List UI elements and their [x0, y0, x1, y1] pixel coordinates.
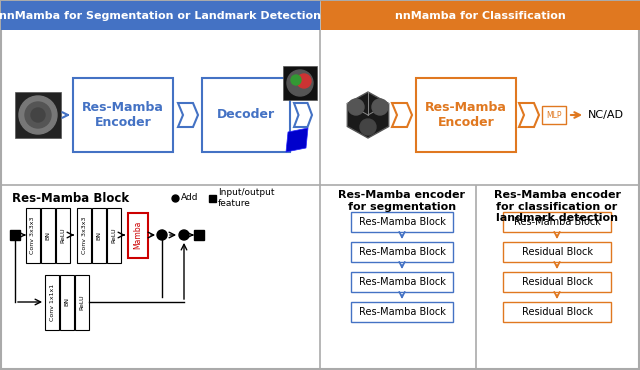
Bar	[503, 272, 611, 292]
Bar	[503, 242, 611, 262]
Text: Res-Mamba encoder
for classification or
landmark detection: Res-Mamba encoder for classification or …	[493, 190, 621, 223]
Bar	[503, 302, 611, 322]
Text: Add: Add	[181, 194, 198, 202]
Bar	[416, 78, 516, 152]
Bar	[60, 275, 74, 330]
Text: BN: BN	[65, 297, 70, 306]
Bar	[503, 212, 611, 232]
Text: Res-Mamba encoder
for segmentation: Res-Mamba encoder for segmentation	[339, 190, 465, 212]
Bar	[107, 208, 121, 262]
Bar	[92, 208, 106, 262]
Bar	[209, 195, 216, 202]
Text: ReLU: ReLU	[111, 227, 116, 243]
Text: MLP: MLP	[547, 111, 562, 120]
Text: Res-Mamba Block: Res-Mamba Block	[358, 247, 445, 257]
Circle shape	[291, 75, 301, 85]
Bar	[351, 212, 453, 232]
Text: Conv 3x3x3: Conv 3x3x3	[81, 216, 86, 254]
Text: Conv 3x3x3: Conv 3x3x3	[31, 216, 35, 254]
Circle shape	[372, 99, 388, 115]
Bar	[283, 66, 317, 100]
Bar	[128, 212, 148, 258]
Text: Res-Mamba Block: Res-Mamba Block	[513, 217, 600, 227]
Text: BN: BN	[97, 231, 102, 239]
Text: Residual Block: Residual Block	[522, 247, 593, 257]
Circle shape	[31, 108, 45, 122]
Circle shape	[157, 230, 167, 240]
Bar	[351, 272, 453, 292]
Bar	[351, 242, 453, 262]
Text: nnMamba for Classification: nnMamba for Classification	[395, 11, 565, 21]
Circle shape	[348, 99, 364, 115]
Text: nnMamba for Segmentation or Landmark Detection: nnMamba for Segmentation or Landmark Det…	[0, 11, 321, 21]
Circle shape	[287, 70, 313, 96]
Polygon shape	[286, 128, 308, 152]
Text: ReLU: ReLU	[61, 227, 65, 243]
Polygon shape	[348, 92, 388, 138]
Bar	[56, 208, 70, 262]
Text: Conv 1x1x1: Conv 1x1x1	[49, 283, 54, 320]
Text: Residual Block: Residual Block	[522, 277, 593, 287]
Bar	[351, 302, 453, 322]
Text: Res-Mamba
Encoder: Res-Mamba Encoder	[82, 101, 164, 129]
Bar	[75, 275, 89, 330]
Text: Res-Mamba Block: Res-Mamba Block	[12, 192, 129, 205]
Bar	[321, 1, 640, 30]
Bar	[194, 230, 204, 240]
Circle shape	[297, 74, 311, 88]
Circle shape	[179, 230, 189, 240]
Text: Decoder: Decoder	[217, 108, 275, 121]
Bar	[15, 92, 61, 138]
Circle shape	[360, 119, 376, 135]
Bar	[77, 208, 91, 262]
Bar	[73, 78, 173, 152]
Text: Res-Mamba Block: Res-Mamba Block	[358, 217, 445, 227]
Text: Res-Mamba Block: Res-Mamba Block	[358, 277, 445, 287]
Circle shape	[25, 102, 51, 128]
Text: ReLU: ReLU	[79, 294, 84, 310]
Bar	[45, 275, 59, 330]
Bar	[41, 208, 55, 262]
Text: BN: BN	[45, 231, 51, 239]
Bar	[542, 106, 566, 124]
Text: NC/AD: NC/AD	[588, 110, 624, 120]
Text: Res-Mamba
Encoder: Res-Mamba Encoder	[425, 101, 507, 129]
Circle shape	[19, 96, 57, 134]
Bar	[26, 208, 40, 262]
Bar	[10, 230, 20, 240]
Text: Res-Mamba Block: Res-Mamba Block	[358, 307, 445, 317]
Bar	[202, 78, 290, 152]
Text: Mamba: Mamba	[134, 221, 143, 249]
Text: Residual Block: Residual Block	[522, 307, 593, 317]
Bar	[1, 1, 320, 30]
Text: Input/output
feature: Input/output feature	[218, 188, 275, 208]
